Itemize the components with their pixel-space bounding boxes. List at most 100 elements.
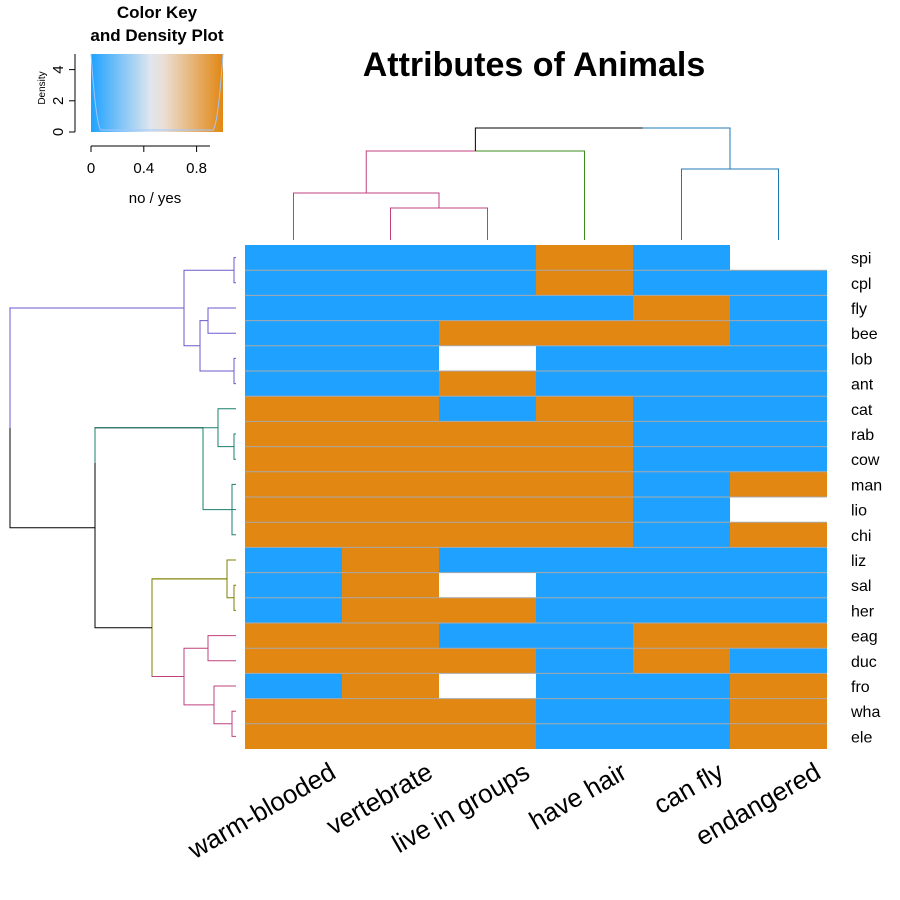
color-key-title-line1: Color Key	[117, 3, 198, 22]
column-dendrogram	[293, 127, 779, 240]
heatmap-cell-lio-1	[342, 497, 439, 523]
heatmap-cell-wha-5	[730, 698, 827, 724]
row-label-cat: cat	[851, 402, 873, 419]
heatmap-cell-lob-3	[536, 345, 633, 371]
heatmap-cell-cow-2	[439, 446, 536, 472]
heatmap-cell-liz-2	[439, 547, 536, 573]
heatmap-cell-spi-3	[536, 245, 633, 271]
row-label-her: her	[851, 603, 875, 620]
color-key-x-tick-label: 0.8	[186, 160, 207, 177]
heatmap-cell-liz-3	[536, 547, 633, 573]
row-label-sal: sal	[851, 578, 871, 595]
heatmap-cell-rab-1	[342, 421, 439, 447]
heatmap-cell-fro-3	[536, 673, 633, 699]
heatmap-cell-wha-1	[342, 698, 439, 724]
heatmap-cell-cat-2	[439, 396, 536, 422]
heatmap-cell-sal-4	[633, 572, 730, 598]
heatmap-cell-fro-0	[245, 673, 342, 699]
heatmap-cell-cow-5	[730, 446, 827, 472]
heatmap-cell-her-0	[245, 597, 342, 623]
row-link-cat-rab	[217, 408, 236, 448]
row-link-eag-duc	[207, 635, 236, 662]
color-key-title-line2: and Density Plot	[90, 26, 224, 45]
heatmap-cell-rab-0	[245, 421, 342, 447]
color-key-y-tick-label: 2	[50, 97, 67, 105]
heatmap-cell-liz-0	[245, 547, 342, 573]
row-label-ant: ant	[851, 377, 874, 394]
heatmap-cell-fly-2	[439, 295, 536, 321]
heatmap-cell-sal-2	[439, 572, 536, 598]
row-link-fly-bee	[207, 307, 236, 334]
row-label-lob: lob	[851, 351, 872, 368]
heatmap-cell-man-2	[439, 471, 536, 497]
heatmap-cell-lob-4	[633, 345, 730, 371]
color-key: Color Key and Density Plot 0 2 4 0 0.4 0.8 D…	[37, 3, 224, 207]
heatmap-cell-cpl-4	[633, 270, 730, 296]
heatmap-cell-chi-3	[536, 522, 633, 548]
color-key-gradient	[91, 54, 223, 132]
heatmap-cell-spi-4	[633, 245, 730, 271]
heatmap-cell-her-2	[439, 597, 536, 623]
heatmap-cell-eag-0	[245, 623, 342, 649]
heatmap-cell-eag-4	[633, 623, 730, 649]
heatmap-cell-chi-1	[342, 522, 439, 548]
heatmap-cell-man-1	[342, 471, 439, 497]
column-label-warm-blooded: warm-blooded	[182, 756, 341, 865]
heatmap-cell-duc-4	[633, 648, 730, 674]
heatmap-cell-ele-5	[730, 723, 827, 749]
heatmap-cell-fly-1	[342, 295, 439, 321]
column-label-have-hair: have hair	[524, 756, 632, 836]
heatmap-cell-lob-5	[730, 345, 827, 371]
heatmap-cell-duc-5	[730, 648, 827, 674]
heatmap-cell-spi-2	[439, 245, 536, 271]
heatmap-cell-chi-5	[730, 522, 827, 548]
heatmap-cell-ele-4	[633, 723, 730, 749]
heatmap-cell-wha-0	[245, 698, 342, 724]
heatmap-cell-cow-0	[245, 446, 342, 472]
heatmap-cell-lio-5	[730, 497, 827, 523]
heatmap-cell-cat-5	[730, 396, 827, 422]
heatmap-cell-ant-0	[245, 371, 342, 397]
color-key-y-ticks: 0 2 4	[50, 65, 75, 136]
density-curve	[90, 53, 224, 131]
heatmap-cell-cow-4	[633, 446, 730, 472]
heatmap-cell-sal-1	[342, 572, 439, 598]
heatmap-cell-fro-2	[439, 673, 536, 699]
heatmap-cell-ele-3	[536, 723, 633, 749]
heatmap-cell-duc-0	[245, 648, 342, 674]
heatmap-cell-ant-5	[730, 371, 827, 397]
column-link-vertebrate-groups	[390, 207, 488, 240]
column-link-fly-endangered	[681, 168, 779, 240]
row-label-cow: cow	[851, 452, 880, 469]
heatmap-cell-ele-2	[439, 723, 536, 749]
heatmap-cell-chi-4	[633, 522, 730, 548]
row-link-c2-c34	[94, 427, 203, 629]
heatmap-cell-chi-0	[245, 522, 342, 548]
heatmap-cell-sal-3	[536, 572, 633, 598]
heatmap-cell-duc-3	[536, 648, 633, 674]
heatmap-cell-man-3	[536, 471, 633, 497]
heatmap-cell-spi-0	[245, 245, 342, 271]
color-key-x-tick-label: 0	[87, 160, 95, 177]
heatmap-cell-cat-1	[342, 396, 439, 422]
heatmap-cell-cpl-1	[342, 270, 439, 296]
heatmap-cell-spi-1	[342, 245, 439, 271]
heatmap-cell-cpl-3	[536, 270, 633, 296]
color-key-y-tick-label: 0	[50, 128, 67, 136]
row-label-eag: eag	[851, 629, 878, 646]
row-label-cpl: cpl	[851, 276, 871, 293]
heatmap-cell-bee-4	[633, 320, 730, 346]
heatmap-cell-fly-0	[245, 295, 342, 321]
heatmap-cell-liz-4	[633, 547, 730, 573]
heatmap-cell-ant-1	[342, 371, 439, 397]
chart-title: Attributes of Animals	[363, 46, 706, 84]
heatmap-cell-bee-2	[439, 320, 536, 346]
row-link-c3-c4	[151, 578, 227, 678]
color-key-y-tick-label: 4	[50, 65, 67, 73]
heatmap-cell-lio-4	[633, 497, 730, 523]
heatmap-cell-cpl-5	[730, 270, 827, 296]
heatmap-cell-ele-0	[245, 723, 342, 749]
row-label-bee: bee	[851, 326, 878, 343]
